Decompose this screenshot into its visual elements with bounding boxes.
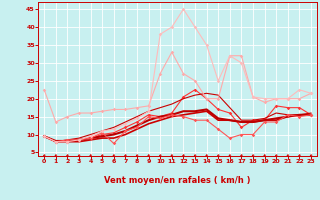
X-axis label: Vent moyen/en rafales ( km/h ): Vent moyen/en rafales ( km/h ): [104, 176, 251, 185]
